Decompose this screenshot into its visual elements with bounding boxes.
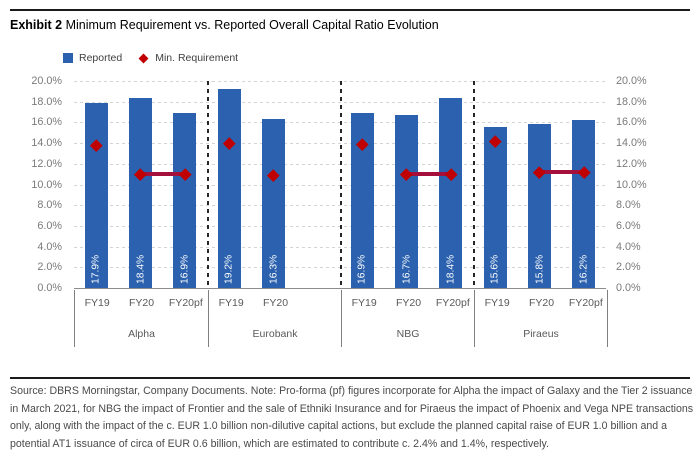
reported-bar: 16.9% [350,113,374,288]
bar-value-label: 15.6% [489,254,501,284]
y-tick-label: 18.0% [616,95,647,108]
exhibit-title: Exhibit 2 Minimum Requirement vs. Report… [10,18,439,32]
reported-bar: 19.2% [217,89,241,288]
min-requirement-connector [406,172,451,176]
reported-bar: 16.7% [395,115,418,288]
bank-group-cell: FY19 FY20 FY20pf Piraeus [474,289,607,347]
y-tick-label: 4.0% [37,240,62,253]
bar-value-label: 18.4% [445,254,457,284]
y-tick-label: 10.0% [31,178,62,191]
bottom-rule [10,377,690,379]
min-requirement-connector [140,172,185,176]
y-tick-label: 8.0% [616,199,641,212]
period-label: FY20 [395,296,422,309]
bank-group-label: Eurobank [252,327,298,340]
min-requirement-legend-label: Min. Requirement [155,52,239,64]
y-tick-label: 18.0% [31,95,62,108]
bar-value-label: 18.4% [135,254,146,284]
period-label: FY20pf [435,296,470,309]
bar-value-label: 16.3% [268,254,279,284]
bank-group-label: Piraeus [523,327,559,340]
period-label: FY20pf [568,296,603,309]
group-divider [473,81,475,288]
bar-value-label: 16.7% [401,254,412,284]
period-label: FY19 [351,296,377,309]
y-tick-label: 6.0% [37,219,62,232]
y-axis-right: 0.0% 2.0% 4.0% 6.0% 8.0% 10.0% 12.0% 14.0% 16.0%… [616,75,666,294]
plot-area: 17.9% 18.4% 16.9% 19.2% 16.3% 16.9% 16.7% 18.4%… [74,81,606,289]
period-label: FY19 [484,296,510,309]
min-requirement-legend-diamond-icon [138,53,149,63]
period-label: FY19 [218,296,244,309]
bank-group-label: NBG [396,327,420,340]
reported-bar: 17.9% [84,102,108,288]
exhibit-title-text: Minimum Requirement vs. Reported Overall… [65,18,439,32]
y-tick-label: 20.0% [616,75,647,87]
y-tick-label: 20.0% [31,75,62,87]
bank-group-cell: FY19 FY20 Eurobank [208,289,341,347]
y-tick-label: 2.0% [616,261,641,274]
reported-legend-label: Reported [79,52,123,64]
y-tick-label: 6.0% [616,219,641,232]
y-tick-label: 12.0% [31,157,62,170]
period-label: FY20pf [168,296,203,309]
period-label: FY20 [262,296,289,309]
reported-bar: 18.4% [439,97,463,288]
bar-value-label: 16.9% [356,254,368,284]
y-tick-label: 2.0% [37,261,62,274]
y-tick-label: 14.0% [31,137,62,150]
bank-group-label: Alpha [128,327,155,340]
bank-group-cell: FY19 FY20 FY20pf Alpha [75,290,208,347]
y-tick-label: 16.0% [31,116,62,129]
group-divider [207,81,209,288]
bank-group-cell: FY19 FY20 FY20pf NBG [341,289,474,347]
reported-bar: 16.3% [262,119,285,288]
reported-bar: 16.9% [173,113,197,288]
bar-value-label: 16.9% [179,254,191,284]
y-tick-label: 0.0% [37,282,62,294]
exhibit-number: Exhibit 2 [10,18,63,32]
y-tick-label: 0.0% [616,282,641,294]
bar-value-label: 16.2% [578,254,590,284]
reported-bar: 16.2% [572,120,596,288]
reported-legend-swatch [63,53,73,63]
bar-value-label: 17.9% [90,254,102,284]
y-axis-left: 0.0% 2.0% 4.0% 6.0% 8.0% 10.0% 12.0% 14.0% 16.0%… [12,75,62,294]
reported-bar: 15.8% [528,124,551,288]
group-divider [340,81,342,288]
y-tick-label: 10.0% [616,178,647,191]
period-label: FY20 [128,296,155,309]
y-tick-label: 8.0% [37,199,62,212]
period-label: FY20 [528,296,555,309]
bar-value-label: 15.8% [534,254,545,284]
period-label: FY19 [84,296,110,309]
y-tick-label: 12.0% [616,157,647,170]
reported-bar: 15.6% [483,126,507,288]
y-tick-label: 14.0% [616,137,647,150]
y-tick-label: 16.0% [616,116,647,129]
source-note: Source: DBRS Morningstar, Company Docume… [10,385,694,450]
xaxis-box: FY19 FY20 FY20pf Alpha FY19 FY20 Eurobank FY19 F… [74,289,608,347]
bar-value-label: 19.2% [223,254,235,284]
min-requirement-connector [539,170,584,174]
top-rule [10,9,690,11]
y-tick-label: 4.0% [616,240,641,253]
reported-bar: 18.4% [129,97,152,288]
chart-legend: Reported Min. Requirement [63,52,238,64]
